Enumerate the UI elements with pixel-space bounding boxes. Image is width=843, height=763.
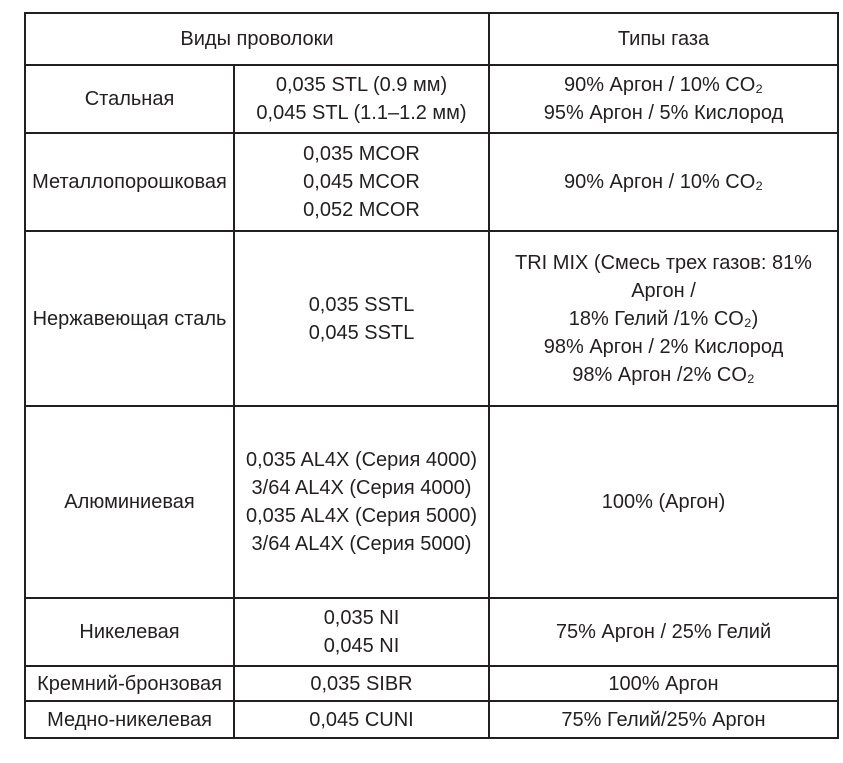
gas-type-cell: 75% Гелий/25% Аргон [488, 700, 839, 739]
table-row: Нержавеющая сталь 0,035 SSTL 0,045 SSTL TRI… [24, 230, 839, 407]
wire-type-cell: Стальная [24, 64, 235, 134]
wire-size-line: 0,045 MCOR [303, 171, 420, 193]
gas-type-cell: 100% (Аргон) [488, 405, 839, 599]
wire-size-line: 0,035 SSTL [308, 293, 415, 316]
wire-size-cell: 0,035 MCOR 0,045 MCOR 0,052 MCOR [233, 132, 490, 232]
wire-size-line: 0,052 MCOR [303, 199, 420, 221]
gas-type-line: 98% Аргон /2% CO₂ [572, 363, 755, 386]
gas-type-cell: 100% Аргон [488, 665, 839, 702]
wire-type-cell: Нержавеющая сталь [24, 230, 235, 407]
wire-size-line: 3/64 AL4X (Серия 5000) [251, 533, 472, 555]
gas-type-line: 18% Гелий /1% CO₂) [568, 307, 759, 330]
wire-type-cell: Медно-никелевая [24, 700, 235, 739]
wire-type-cell: Металлопорошковая [24, 132, 235, 232]
wire-size-cell: 0,035 SIBR [233, 665, 490, 702]
wire-size-line: 3/64 AL4X (Серия 4000) [251, 477, 472, 499]
gas-type-line: 95% Аргон / 5% Кислород [543, 102, 784, 124]
wire-size-line: 0,035 MCOR [303, 143, 420, 165]
wire-type-cell: Кремний-бронзовая [24, 665, 235, 702]
gas-type-line: 98% Аргон / 2% Кислород [543, 335, 784, 358]
wire-gas-spec-table: Виды проволоки Типы газа Стальная 0,035 S… [24, 12, 839, 739]
table-body: Стальная 0,035 STL (0.9 мм) 0,045 STL (1.1… [24, 64, 839, 739]
gas-type-cell: 90% Аргон / 10% CO₂ [488, 132, 839, 232]
gas-type-line: 100% Аргон [608, 672, 719, 695]
wire-size-line: 0,045 CUNI [309, 708, 414, 731]
wire-size-line: 0,045 SSTL [308, 321, 415, 344]
wire-type-cell: Никелевая [24, 597, 235, 667]
wire-size-line: 0,035 AL4X (Серия 4000) [245, 449, 478, 471]
wire-size-cell: 0,045 CUNI [233, 700, 490, 739]
gas-type-cell: TRI MIX (Смесь трех газов: 81% Аргон / 18%… [488, 230, 839, 407]
gas-type-line: 90% Аргон / 10% CO₂ [563, 171, 764, 193]
table-header-row: Виды проволоки Типы газа [24, 12, 839, 66]
gas-type-line: Аргон / [631, 279, 696, 302]
wire-size-cell: 0,035 SSTL 0,045 SSTL [233, 230, 490, 407]
table-row: Никелевая 0,035 NI 0,045 NI 75% Аргон / 25%… [24, 597, 839, 667]
gas-type-cell: 90% Аргон / 10% CO₂ 95% Аргон / 5% Кислор… [488, 64, 839, 134]
table-row: Стальная 0,035 STL (0.9 мм) 0,045 STL (1.1… [24, 64, 839, 134]
wire-size-line: 0,035 NI [323, 607, 400, 629]
wire-type-cell: Алюминиевая [24, 405, 235, 599]
gas-type-line: 75% Аргон / 25% Гелий [555, 621, 772, 643]
header-gas-types: Типы газа [488, 12, 839, 66]
table-row: Металлопорошковая 0,035 MCOR 0,045 MCOR 0,0… [24, 132, 839, 232]
gas-type-line: 75% Гелий/25% Аргон [561, 708, 766, 731]
gas-type-cell: 75% Аргон / 25% Гелий [488, 597, 839, 667]
gas-type-line: 100% (Аргон) [601, 491, 726, 513]
wire-size-line: 0,035 STL (0.9 мм) [275, 74, 448, 96]
wire-size-line: 0,035 AL4X (Серия 5000) [245, 505, 478, 527]
table-row: Алюминиевая 0,035 AL4X (Серия 4000) 3/64 A… [24, 405, 839, 599]
wire-size-cell: 0,035 STL (0.9 мм) 0,045 STL (1.1–1.2 мм) [233, 64, 490, 134]
table-row: Кремний-бронзовая 0,035 SIBR 100% Аргон [24, 665, 839, 702]
wire-size-line: 0,045 STL (1.1–1.2 мм) [256, 102, 467, 124]
wire-size-line: 0,045 NI [323, 635, 400, 657]
gas-type-line: 90% Аргон / 10% CO₂ [563, 74, 764, 96]
header-wire-types: Виды проволоки [24, 12, 490, 66]
wire-size-line: 0,035 SIBR [310, 672, 413, 695]
wire-size-cell: 0,035 AL4X (Серия 4000) 3/64 AL4X (Серия … [233, 405, 490, 599]
table-row: Медно-никелевая 0,045 CUNI 75% Гелий/25% А… [24, 700, 839, 739]
wire-size-cell: 0,035 NI 0,045 NI [233, 597, 490, 667]
gas-type-line: TRI MIX (Смесь трех газов: 81% [515, 251, 812, 274]
